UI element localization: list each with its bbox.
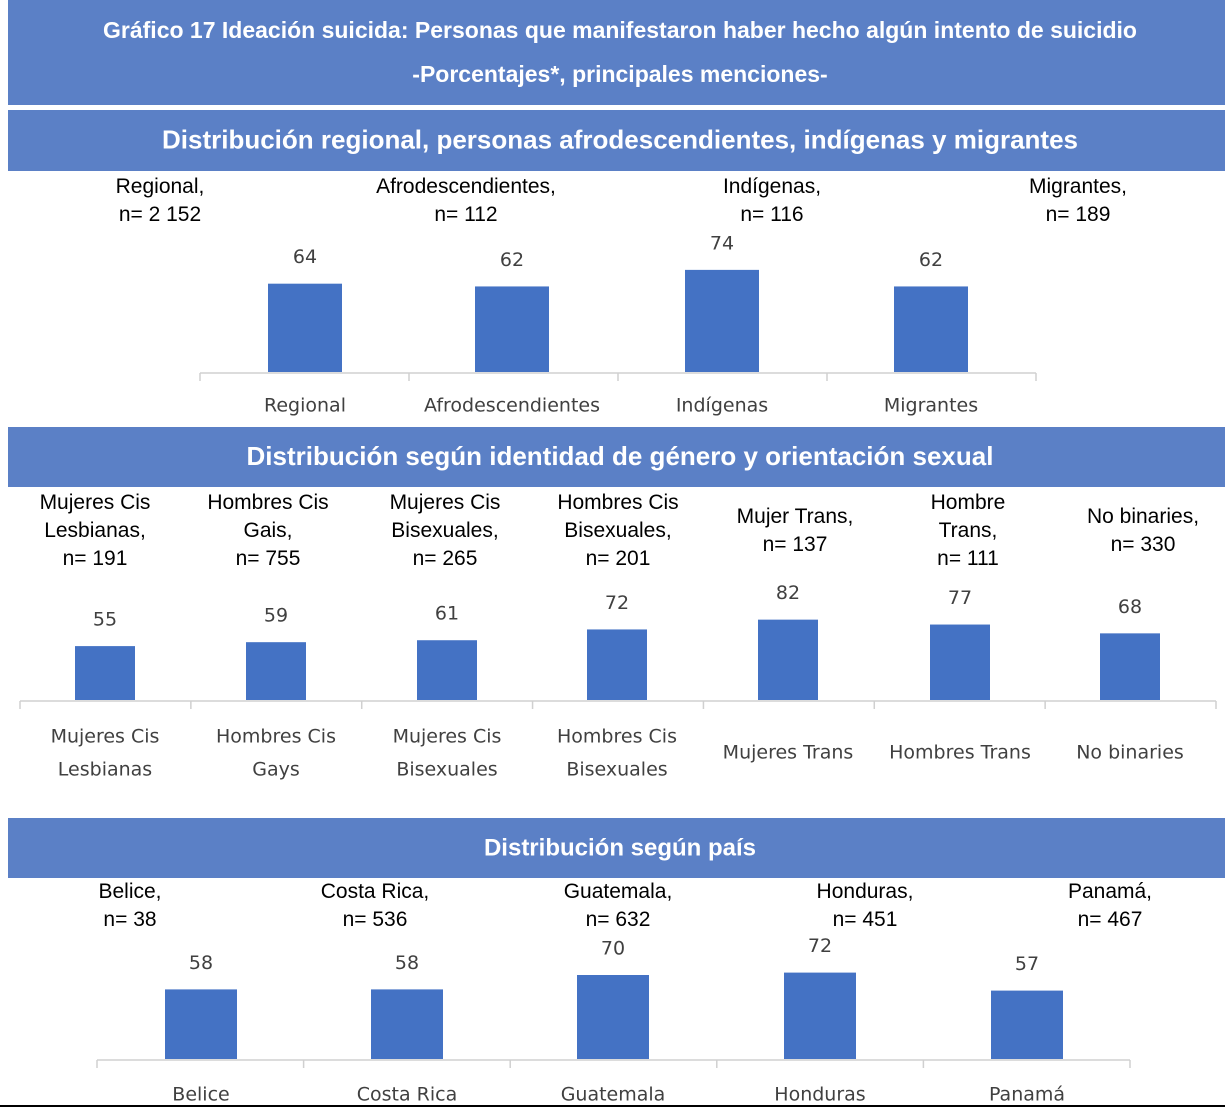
bar (268, 283, 342, 372)
bar (1100, 633, 1160, 700)
bar (784, 972, 856, 1059)
x-tick-label: Belice (172, 1084, 229, 1106)
bar (165, 989, 237, 1059)
x-tick-label: No binaries (1076, 742, 1184, 764)
sample-annotation: Afrodescendientes, n= 112 (376, 175, 556, 226)
section-title: Distribución regional, personas afrodesc… (162, 124, 1078, 154)
section-header (8, 110, 1225, 171)
value-label: 58 (395, 952, 419, 974)
section-title: Distribución según país (484, 834, 756, 861)
bar (75, 646, 135, 700)
bar (930, 624, 990, 700)
sample-annotation: No binaries, n= 330 (1087, 505, 1199, 556)
bar (758, 619, 818, 700)
value-label: 64 (293, 246, 317, 268)
value-label: 62 (919, 249, 943, 271)
sample-annotation: Hombres Cis Gais, n= 755 (207, 491, 328, 570)
value-label: 77 (948, 587, 972, 609)
main-header (8, 0, 1225, 105)
sample-annotation: Costa Rica, n= 536 (321, 880, 430, 931)
bar (587, 629, 647, 700)
bar (894, 286, 968, 372)
value-label: 59 (264, 605, 288, 627)
sample-annotation: Hombres Cis Bisexuales, n= 201 (557, 491, 678, 570)
x-tick-label: Costa Rica (357, 1084, 458, 1106)
value-label: 68 (1118, 596, 1142, 618)
x-tick-label: Hombres Cis Bisexuales (557, 725, 677, 780)
sample-annotation: Indígenas, n= 116 (723, 175, 821, 226)
sample-annotation: Hombre Trans, n= 111 (931, 491, 1006, 570)
value-label: 55 (93, 609, 117, 631)
x-tick-label: Migrantes (884, 395, 978, 417)
sample-annotation: Guatemala, n= 632 (564, 880, 673, 931)
x-tick-label: Mujeres Cis Bisexuales (393, 725, 502, 780)
value-label: 70 (601, 938, 625, 960)
x-tick-label: Afrodescendientes (424, 395, 600, 417)
x-tick-label: Hombres Trans (889, 742, 1031, 764)
main-title: Gráfico 17 Ideación suicida: Personas qu… (103, 17, 1137, 43)
sample-annotation: Mujeres Cis Bisexuales, n= 265 (390, 491, 501, 570)
x-tick-label: Honduras (774, 1084, 865, 1106)
bar (371, 989, 443, 1059)
sample-annotation: Belice, n= 38 (98, 880, 161, 931)
x-tick-label: Mujeres Trans (723, 742, 854, 764)
value-label: 58 (189, 952, 213, 974)
x-tick-label: Hombres Cis Gays (216, 725, 336, 780)
value-label: 61 (435, 603, 459, 625)
bar (246, 642, 306, 700)
value-label: 72 (808, 935, 832, 957)
value-label: 74 (710, 232, 734, 254)
section-header (8, 818, 1225, 878)
section-header (8, 427, 1225, 487)
x-tick-label: Mujeres Cis Lesbianas (51, 725, 160, 780)
sample-annotation: Honduras, n= 451 (817, 880, 914, 931)
sample-annotation: Mujer Trans, n= 137 (737, 505, 854, 556)
bar (991, 990, 1063, 1059)
x-tick-label: Regional (264, 395, 346, 417)
bar (417, 640, 477, 700)
sample-annotation: Mujeres Cis Lesbianas, n= 191 (40, 491, 151, 570)
sample-annotation: Regional, n= 2 152 (116, 175, 205, 226)
main-subtitle: -Porcentajes*, principales menciones- (412, 61, 827, 87)
x-tick-label: Indígenas (676, 395, 768, 417)
value-label: 72 (605, 592, 629, 614)
section-title: Distribución según identidad de género y… (247, 441, 994, 471)
x-tick-label: Panamá (989, 1084, 1065, 1106)
sample-annotation: Migrantes, n= 189 (1029, 175, 1127, 226)
bar (577, 975, 649, 1059)
sample-annotation: Panamá, n= 467 (1068, 880, 1152, 931)
x-tick-label: Guatemala (561, 1084, 666, 1106)
value-label: 57 (1015, 953, 1039, 975)
bar (475, 286, 549, 372)
value-label: 62 (500, 249, 524, 271)
bar (685, 269, 759, 372)
value-label: 82 (776, 582, 800, 604)
